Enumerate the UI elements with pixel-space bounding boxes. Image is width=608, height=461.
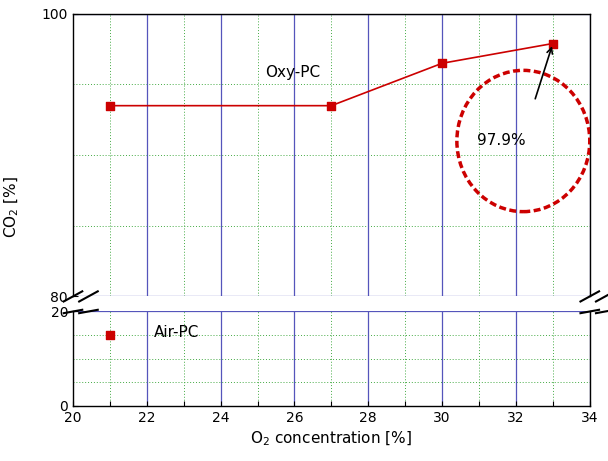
Text: CO$_2$ [%]: CO$_2$ [%] [3,177,21,238]
Point [437,59,447,67]
Point [548,40,558,47]
Text: Air-PC: Air-PC [154,325,199,340]
Text: 97.9%: 97.9% [477,134,525,148]
Point [326,102,336,109]
Text: Oxy-PC: Oxy-PC [265,65,320,80]
Point [105,102,115,109]
Point [105,331,115,339]
X-axis label: O$_2$ concentration [%]: O$_2$ concentration [%] [250,430,412,449]
